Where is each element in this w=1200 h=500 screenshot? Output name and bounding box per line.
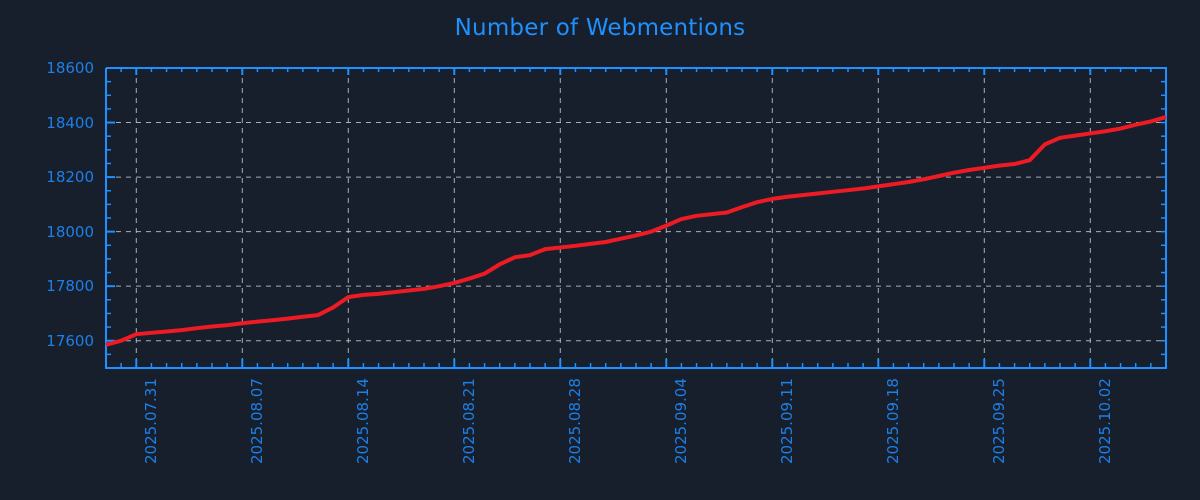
x-axis-tick-label: 2025.07.31 (142, 378, 161, 464)
x-axis-tick-label: 2025.09.25 (990, 378, 1009, 464)
webmentions-series-line (105, 115, 1167, 347)
plot-area-border (105, 67, 1167, 369)
axis-major-ticks (135, 68, 1092, 368)
x-axis-tick-label: 2025.08.14 (354, 378, 373, 464)
x-axis-tick-label: 2025.09.11 (778, 378, 797, 464)
y-axis-tick-label: 17800 (46, 277, 94, 296)
y-axis-tick-label: 18600 (46, 59, 94, 77)
vertical-gridlines (135, 68, 1091, 368)
chart-title: Number of Webmentions (454, 15, 746, 41)
y-axis-tick-label: 18000 (46, 222, 94, 241)
x-axis-tick-label: 2025.10.02 (1096, 378, 1115, 464)
x-axis-tick-label: 2025.09.04 (672, 378, 691, 464)
y-axis-tick-label: 18200 (46, 168, 94, 187)
x-axis-tick-label: 2025.08.28 (566, 378, 585, 464)
y-axis-tick-label: 18400 (46, 113, 94, 132)
y-axis-tick-label: 17600 (46, 331, 94, 350)
x-axis-tick-label: 2025.08.21 (460, 378, 479, 464)
axis-minor-ticks (105, 67, 1167, 368)
horizontal-gridlines (106, 67, 1166, 342)
x-axis-tick-label: 2025.09.18 (884, 378, 903, 464)
x-axis-tick-label: 2025.08.07 (248, 378, 267, 464)
